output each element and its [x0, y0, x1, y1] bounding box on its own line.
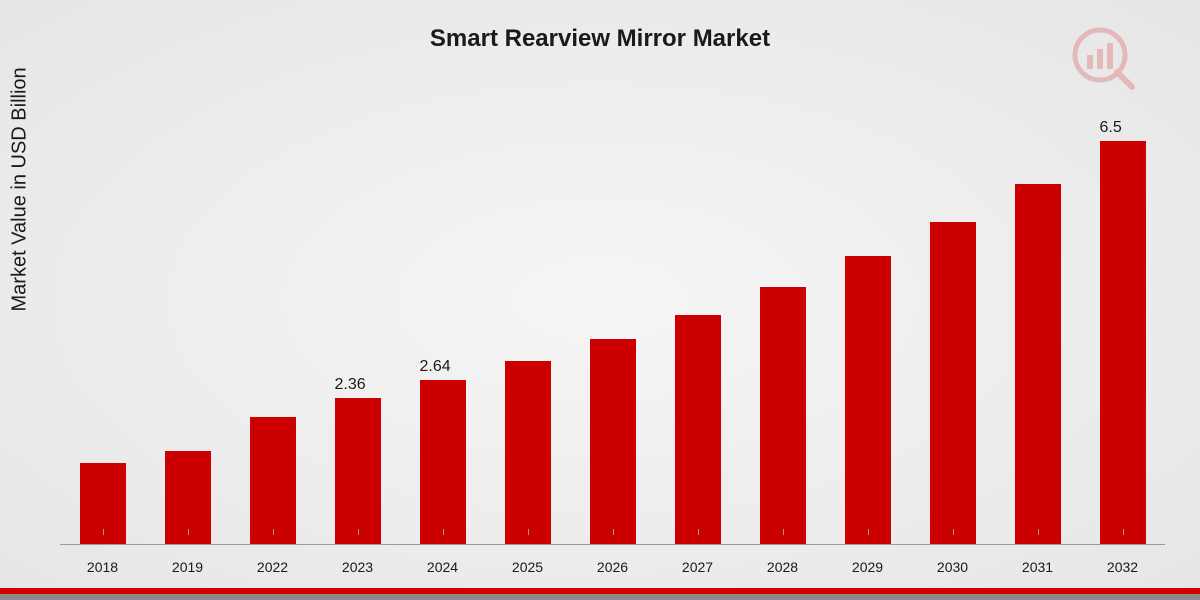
bar-group: [485, 110, 570, 544]
bars-region: 2.36 2.64 6.5: [60, 110, 1165, 545]
x-tick-label: 2023: [315, 559, 400, 575]
bar: [590, 339, 636, 544]
bar: [930, 222, 976, 544]
x-tick-label: 2018: [60, 559, 145, 575]
bar: [420, 380, 466, 544]
bar-value-label: 2.36: [335, 376, 366, 394]
x-tick-label: 2024: [400, 559, 485, 575]
bar: [335, 398, 381, 544]
watermark-logo: [1070, 25, 1140, 100]
x-tick-label: 2022: [230, 559, 315, 575]
bar-group: [825, 110, 910, 544]
bar: [1015, 184, 1061, 544]
plot-area: 2.36 2.64 6.5: [60, 110, 1165, 545]
bar-group: [910, 110, 995, 544]
bar-group: [570, 110, 655, 544]
bar: [505, 361, 551, 544]
x-tick-label: 2029: [825, 559, 910, 575]
x-axis: 2018201920222023202420252026202720282029…: [60, 559, 1165, 575]
bar: [1100, 141, 1146, 544]
x-tick-label: 2032: [1080, 559, 1165, 575]
bar-group: [655, 110, 740, 544]
x-tick-label: 2019: [145, 559, 230, 575]
footer-stripe: [0, 588, 1200, 600]
bar-value-label: 2.64: [420, 358, 451, 376]
bar-group: [60, 110, 145, 544]
x-tick-label: 2030: [910, 559, 995, 575]
x-tick-label: 2026: [570, 559, 655, 575]
bar-group: [995, 110, 1080, 544]
bar-value-label: 6.5: [1100, 119, 1122, 137]
bar-group: [230, 110, 315, 544]
bar-group: 2.64: [400, 110, 485, 544]
bar: [250, 417, 296, 544]
bar-group: 2.36: [315, 110, 400, 544]
bar: [845, 256, 891, 544]
x-tick-label: 2028: [740, 559, 825, 575]
chart-container: Smart Rearview Mirror Market Market Valu…: [0, 0, 1200, 600]
bar-group: 6.5: [1080, 110, 1165, 544]
bar: [760, 287, 806, 544]
chart-title: Smart Rearview Mirror Market: [0, 25, 1200, 53]
bar-group: [145, 110, 230, 544]
x-tick-label: 2025: [485, 559, 570, 575]
y-axis-label: Market Value in USD Billion: [9, 67, 32, 311]
x-tick-label: 2031: [995, 559, 1080, 575]
x-tick-label: 2027: [655, 559, 740, 575]
bar: [675, 315, 721, 544]
bar-group: [740, 110, 825, 544]
